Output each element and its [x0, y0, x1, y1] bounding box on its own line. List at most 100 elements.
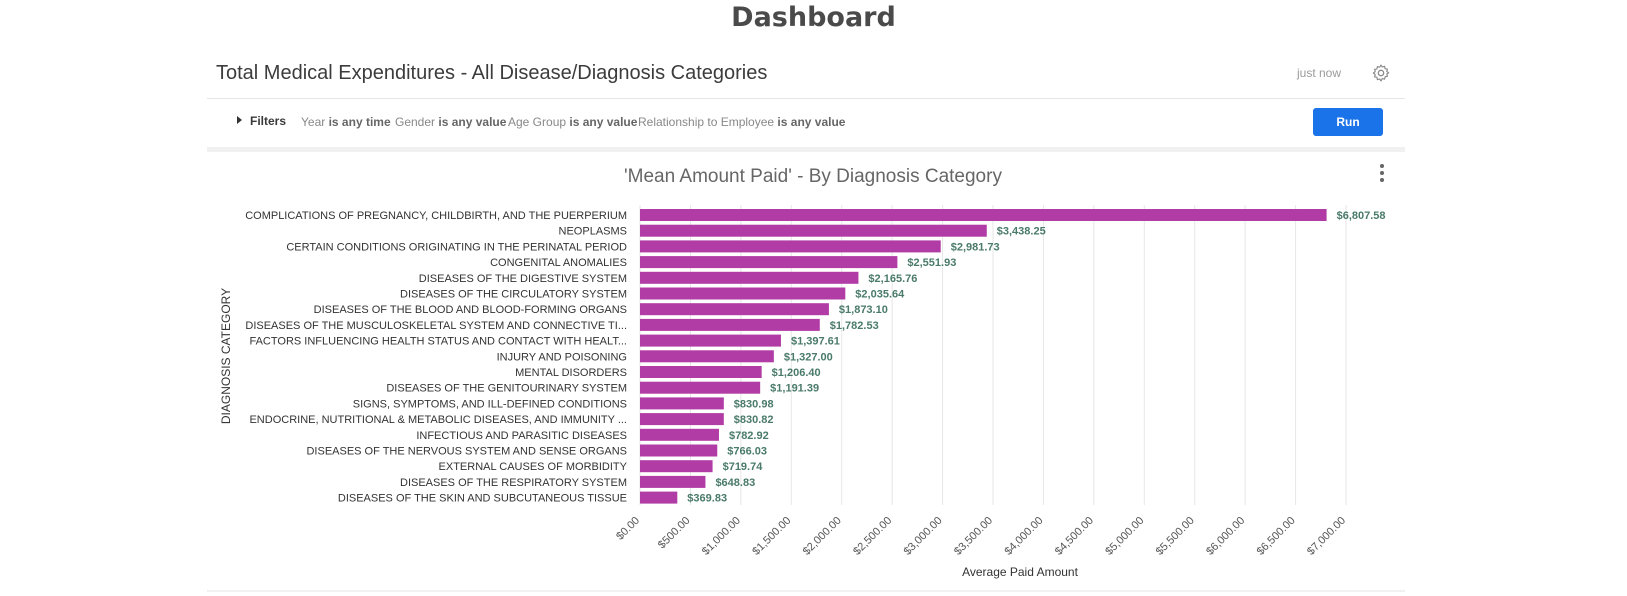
filter-field: Year [301, 115, 326, 129]
filter-relationship-to-employee[interactable]: Relationship to Employee is any value [638, 115, 845, 129]
tile-title: Total Medical Expenditures - All Disease… [216, 62, 768, 84]
page-title: Dashboard [731, 2, 896, 33]
bar [640, 350, 774, 363]
filter-gender[interactable]: Gender is any value [395, 115, 506, 129]
data-label: $719.74 [723, 461, 764, 473]
run-button[interactable]: Run [1313, 108, 1383, 136]
bar [640, 318, 820, 331]
category-label: EXTERNAL CAUSES OF MORBIDITY [439, 461, 628, 473]
category-label: COMPLICATIONS OF PREGNANCY, CHILDBIRTH, … [245, 210, 627, 222]
filters-label: Filters [250, 114, 287, 128]
filter-field: Relationship to Employee [638, 115, 775, 129]
data-label: $369.83 [687, 493, 727, 505]
filter-condition: is any value [777, 115, 846, 129]
dashboard-tile: Total Medical Expenditures - All Disease… [207, 52, 1405, 596]
bar [640, 413, 724, 426]
y-axis-title: DIAGNOSIS CATEGORY [219, 288, 233, 424]
x-tick-label: $1,500.00 [750, 515, 793, 558]
data-label: $1,782.53 [830, 320, 879, 332]
data-label: $2,165.76 [868, 273, 917, 285]
bar [640, 303, 829, 316]
bar [640, 397, 724, 410]
caret-right-icon [237, 116, 242, 124]
category-label: DISEASES OF THE NERVOUS SYSTEM AND SENSE… [306, 446, 627, 458]
category-label: ENDOCRINE, NUTRITIONAL & METABOLIC DISEA… [249, 414, 627, 426]
x-tick-label: $6,500.00 [1255, 515, 1298, 558]
category-label: DISEASES OF THE CIRCULATORY SYSTEM [400, 289, 627, 301]
data-label: $1,327.00 [784, 351, 833, 363]
category-label: DISEASES OF THE SKIN AND SUBCUTANEOUS TI… [338, 493, 627, 505]
x-tick-label: $500.00 [656, 515, 693, 552]
category-label: DISEASES OF THE DIGESTIVE SYSTEM [419, 273, 627, 285]
category-label: CONGENITAL ANOMALIES [490, 257, 627, 269]
data-label: $1,873.10 [839, 304, 888, 316]
data-label: $1,397.61 [791, 336, 840, 348]
data-label: $2,551.93 [907, 257, 956, 269]
bar [640, 381, 761, 394]
bar [640, 444, 718, 457]
filter-field: Age Group [508, 115, 567, 129]
x-tick-label: $3,500.00 [952, 515, 995, 558]
data-label: $782.92 [729, 430, 769, 442]
x-tick-label: $2,500.00 [851, 515, 894, 558]
x-tick-label: $7,000.00 [1305, 515, 1348, 558]
tile-header: Total Medical Expenditures - All Disease… [207, 52, 1405, 99]
category-label: MENTAL DISORDERS [515, 367, 627, 379]
bar [640, 460, 713, 473]
data-label: $2,035.64 [855, 289, 905, 301]
category-label: CERTAIN CONDITIONS ORIGINATING IN THE PE… [286, 241, 627, 253]
bar [640, 287, 846, 300]
category-label: DISEASES OF THE BLOOD AND BLOOD-FORMING … [314, 304, 627, 316]
bar [640, 366, 762, 378]
filters-toggle[interactable]: Filters [237, 114, 286, 128]
data-label: $6,807.58 [1337, 210, 1386, 222]
filter-field: Gender [395, 115, 436, 129]
filter-year[interactable]: Year is any time [301, 115, 391, 129]
chart-title: 'Mean Amount Paid' - By Diagnosis Catego… [624, 166, 1002, 187]
x-axis-title: Average Paid Amount [962, 565, 1079, 579]
x-tick-label: $0.00 [614, 515, 642, 543]
category-label: FACTORS INFLUENCING HEALTH STATUS AND CO… [249, 336, 627, 348]
data-label: $766.03 [727, 446, 767, 458]
filter-condition: is any value [569, 115, 638, 129]
bar [640, 224, 987, 237]
x-tick-label: $1,000.00 [700, 515, 743, 558]
data-label: $830.98 [734, 398, 774, 410]
last-run-timestamp: just now [1297, 66, 1342, 80]
x-tick-label: $5,500.00 [1154, 515, 1197, 558]
vertical-ellipsis-icon[interactable] [1380, 164, 1384, 182]
category-label: INFECTIOUS AND PARASITIC DISEASES [416, 430, 627, 442]
x-tick-label: $6,000.00 [1204, 515, 1247, 558]
bar [640, 209, 1327, 221]
category-label: DISEASES OF THE GENITOURINARY SYSTEM [386, 383, 627, 395]
filter-age-group[interactable]: Age Group is any value [508, 115, 637, 129]
category-label: DISEASES OF THE MUSCULOSKELETAL SYSTEM A… [245, 320, 627, 332]
bar [640, 428, 719, 441]
filter-condition: is any value [438, 115, 507, 129]
x-tick-label: $2,000.00 [801, 515, 844, 558]
bar [640, 271, 859, 284]
data-label: $648.83 [715, 477, 755, 489]
category-label: DISEASES OF THE RESPIRATORY SYSTEM [400, 477, 627, 489]
data-label: $830.82 [734, 414, 774, 426]
category-label: NEOPLASMS [559, 226, 627, 238]
tile-bottom-divider [207, 590, 1405, 592]
bar [640, 240, 941, 253]
x-tick-label: $5,000.00 [1103, 515, 1146, 558]
data-label: $1,191.39 [770, 383, 819, 395]
x-tick-label: $4,500.00 [1053, 515, 1096, 558]
filters-bar: Filters Year is any time Gender is any v… [207, 99, 1405, 152]
bar [640, 256, 898, 269]
bar [640, 475, 706, 488]
data-label: $3,438.25 [997, 226, 1046, 238]
bar [640, 334, 781, 347]
gear-icon[interactable] [1371, 63, 1391, 83]
category-label: SIGNS, SYMPTOMS, AND ILL-DEFINED CONDITI… [353, 398, 627, 410]
category-label: INJURY AND POISONING [497, 351, 627, 363]
data-label: $1,206.40 [772, 367, 821, 379]
filter-condition: is any time [328, 115, 391, 129]
data-label: $2,981.73 [951, 241, 1000, 253]
x-tick-label: $3,000.00 [902, 515, 945, 558]
bar [640, 491, 678, 504]
